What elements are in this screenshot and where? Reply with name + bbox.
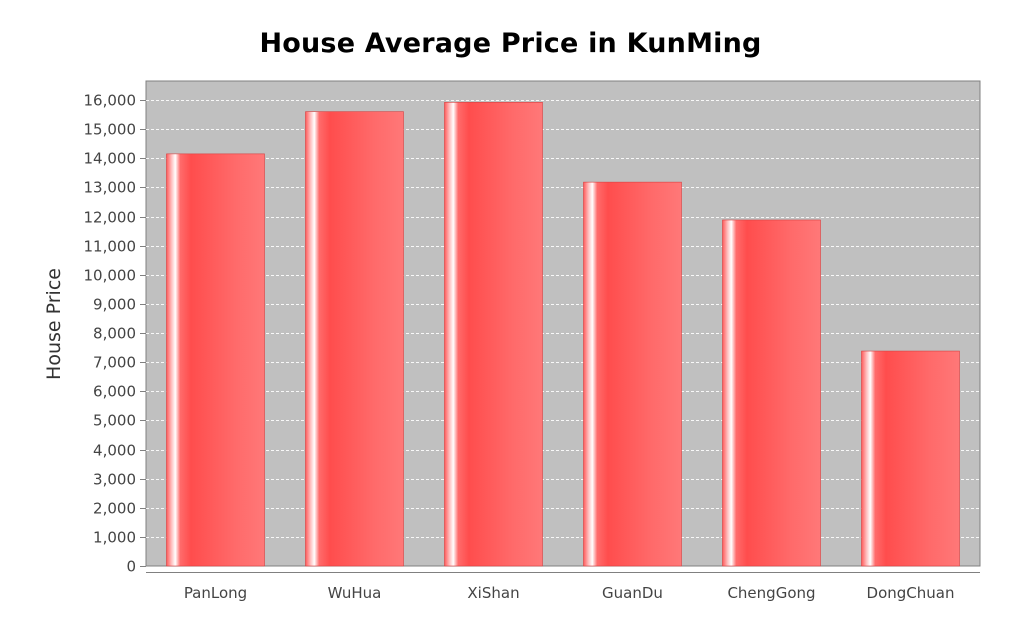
y-tick-label: 14,000 xyxy=(84,150,137,168)
y-tick-label: 8,000 xyxy=(93,325,136,343)
bar-xishan xyxy=(444,102,543,567)
y-tick-label: 1,000 xyxy=(93,529,136,547)
y-tick-label: 2,000 xyxy=(93,500,136,518)
chart-title: House Average Price in KunMing xyxy=(259,28,762,59)
y-tick-labels: 0 1,000 2,000 3,000 4,000 5,000 6,000 7,000 8,00… xyxy=(84,92,137,576)
x-tick-label: GuanDu xyxy=(602,584,663,602)
x-tick-label: WuHua xyxy=(328,584,382,602)
y-tick-label: 13,000 xyxy=(84,179,137,197)
x-tick-label: XiShan xyxy=(467,584,519,602)
x-tick-labels: PanLong WuHua XiShan GuanDu ChengGong DongChu… xyxy=(184,584,955,602)
y-tick-label: 3,000 xyxy=(93,471,136,489)
bars xyxy=(166,102,960,567)
y-tick-label: 16,000 xyxy=(84,92,137,110)
y-tick-label: 6,000 xyxy=(93,383,136,401)
y-tick-label: 4,000 xyxy=(93,442,136,460)
y-tick-label: 5,000 xyxy=(93,412,136,430)
bar-guandu xyxy=(583,181,682,567)
gridlines xyxy=(146,100,980,538)
bar-panlong xyxy=(166,153,265,567)
x-tick-label: ChengGong xyxy=(727,584,815,602)
x-tick-label: DongChuan xyxy=(867,584,955,602)
y-tick-label: 10,000 xyxy=(84,267,137,285)
y-tick-label: 15,000 xyxy=(84,121,137,139)
y-tick-label: 12,000 xyxy=(84,209,137,227)
bar-wuhua xyxy=(305,111,404,567)
bar-dongchuan xyxy=(861,350,960,567)
x-tick-label: PanLong xyxy=(184,584,247,602)
bar-chenggong xyxy=(722,219,821,567)
y-tick-label: 7,000 xyxy=(93,354,136,372)
y-tick-label: 9,000 xyxy=(93,296,136,314)
axes xyxy=(140,100,980,573)
plot-background xyxy=(145,80,981,567)
y-tick-label: 0 xyxy=(126,558,136,576)
y-tick-label: 11,000 xyxy=(84,238,137,256)
plot-area xyxy=(145,80,981,567)
